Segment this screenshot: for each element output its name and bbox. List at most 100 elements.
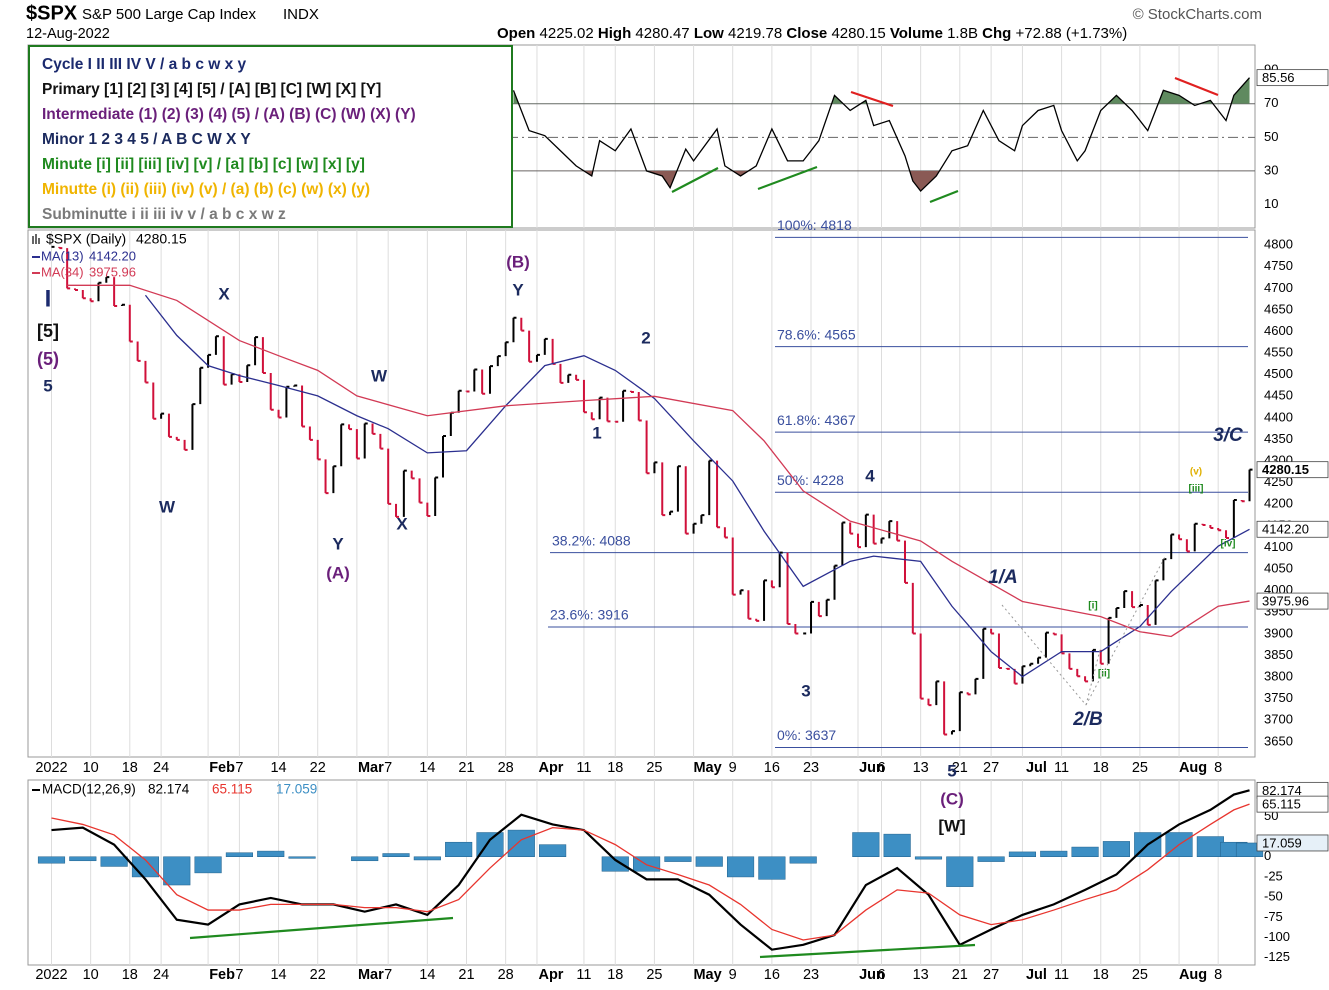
histogram-bar — [163, 856, 191, 886]
trend-line — [757, 165, 818, 191]
value-tag: 4280.15 — [1262, 462, 1309, 477]
x-tick-label: 7 — [235, 760, 243, 776]
legend-line: Subminutte i ii iii iv v / a b c x w z — [42, 206, 286, 223]
wave-label: W — [371, 366, 388, 385]
value-tag-box — [1256, 834, 1329, 852]
price-bar — [442, 435, 447, 478]
quote: Open 4225.02 High 4280.47 Low 4219.78 Cl… — [497, 25, 1127, 42]
price-bar — [395, 503, 400, 518]
price-bar — [543, 337, 548, 355]
x-tick-label: 13 — [913, 760, 929, 776]
macd-title: MACD(12,26,9) — [42, 782, 136, 797]
price-bar — [410, 470, 415, 480]
exchange: INDX — [283, 6, 319, 23]
price-bar — [426, 502, 431, 517]
value-tag-box — [1256, 520, 1329, 538]
wave-label: (5) — [37, 349, 59, 369]
price-bar — [1232, 498, 1237, 538]
wave-label: (B) — [506, 252, 530, 271]
x-tick-label: 22 — [310, 967, 326, 983]
x-tick-label: Aug — [1179, 967, 1207, 983]
x-tick-label: 18 — [607, 760, 623, 776]
price-bar — [645, 420, 650, 475]
price-bar — [120, 303, 125, 307]
price-bar — [73, 288, 78, 292]
price-bar — [261, 337, 266, 374]
price-bar — [277, 409, 282, 419]
price-bar — [402, 469, 407, 517]
x-tick-label: 27 — [983, 967, 999, 983]
histogram-bar — [507, 829, 535, 857]
price-bar — [199, 366, 204, 405]
y-tick-label: 70 — [1264, 95, 1278, 110]
y-tick-label: 4550 — [1264, 345, 1293, 360]
y-tick-label: 50 — [1264, 129, 1278, 144]
x-tick-label: 6 — [877, 967, 885, 983]
channel-line — [1001, 604, 1087, 706]
histogram-bar — [257, 850, 285, 857]
x-tick-label: 10 — [83, 760, 99, 776]
price-bar — [700, 514, 705, 524]
histogram-bar — [852, 832, 880, 857]
price-bar — [1068, 653, 1073, 670]
y-tick-label: -50 — [1264, 889, 1283, 904]
price-bar — [582, 379, 587, 414]
price-bar — [1154, 579, 1159, 625]
legend-value: 3975.96 — [89, 264, 136, 279]
price-bar — [167, 413, 172, 438]
price-bar — [708, 459, 713, 516]
price-bar — [136, 341, 141, 362]
legend-line: Cycle I II III IV V / a b c w x y — [42, 56, 247, 73]
x-tick-label: Feb — [209, 967, 235, 983]
y-tick-label: 4650 — [1264, 301, 1293, 316]
price-bar — [857, 533, 862, 549]
wave-label: 1/A — [988, 567, 1018, 588]
x-tick-label: 18 — [122, 760, 138, 776]
price-bar — [559, 363, 564, 384]
price-bar — [1107, 616, 1112, 664]
value-tag: 65.115 — [1262, 797, 1301, 812]
histogram-bar — [382, 853, 410, 857]
x-tick-label: 7 — [384, 967, 392, 983]
price-bar — [747, 590, 752, 620]
price-bar — [770, 580, 775, 589]
price-bar — [222, 336, 227, 386]
fib-label: 50%: 4228 — [777, 472, 844, 488]
quote-label: Close — [786, 25, 827, 42]
price-bar — [935, 680, 940, 706]
price-bar — [144, 360, 149, 384]
price-bar — [1044, 631, 1049, 658]
wave-label: 4 — [865, 466, 875, 485]
x-tick-label: 9 — [729, 967, 737, 983]
price-bar — [1091, 648, 1096, 682]
x-tick-label: 14 — [419, 967, 435, 983]
y-tick-label: 0 — [1264, 848, 1271, 863]
price-bar — [246, 364, 251, 383]
price-bar — [1123, 590, 1128, 608]
price-bar — [473, 368, 478, 392]
price-bar — [810, 600, 815, 634]
price-bar — [1225, 530, 1230, 539]
x-tick-label: 23 — [803, 760, 819, 776]
x-tick-label: 6 — [877, 760, 885, 776]
x-tick-label: 8 — [1214, 967, 1222, 983]
price-bar — [966, 692, 971, 696]
x-tick-label: 16 — [764, 967, 780, 983]
price-bar — [716, 460, 721, 529]
x-tick-label: Mar — [358, 760, 384, 776]
value-tag-box — [1256, 592, 1329, 610]
index-name: S&P 500 Large Cap Index — [82, 6, 257, 23]
legend-name: MA(34) — [41, 264, 84, 279]
y-tick-label: 4750 — [1264, 258, 1293, 273]
histogram-bar — [1040, 850, 1068, 857]
price-bar — [254, 336, 259, 366]
price-bar — [888, 520, 893, 539]
price-bar — [872, 514, 877, 545]
fib-label: 78.6%: 4565 — [777, 326, 856, 342]
price-bar — [1013, 668, 1018, 685]
y-tick-label: 4100 — [1264, 539, 1293, 554]
macd-legend-value: 65.115 — [212, 782, 252, 797]
y-tick-label: 3850 — [1264, 647, 1293, 662]
wave-label: Y — [332, 534, 344, 553]
histogram-bar — [1071, 846, 1099, 857]
